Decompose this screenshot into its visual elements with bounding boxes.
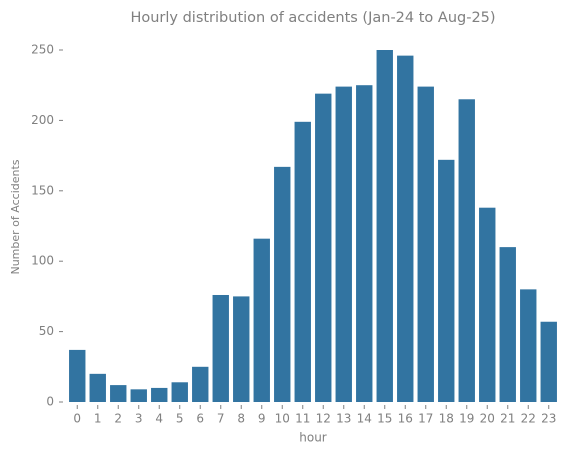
y-tick-label: 200: [31, 113, 54, 127]
x-tick-label: 8: [237, 412, 245, 426]
bar: [253, 238, 270, 402]
bar: [540, 321, 557, 402]
bar: [110, 385, 127, 402]
x-tick-label: 4: [155, 412, 163, 426]
bar: [315, 93, 332, 402]
bar: [192, 366, 209, 402]
bar: [458, 99, 475, 402]
y-tick-label: 100: [31, 254, 54, 268]
x-tick-label: 2: [114, 412, 122, 426]
x-tick-label: 19: [459, 412, 474, 426]
bar: [479, 207, 496, 402]
x-tick-label: 17: [418, 412, 433, 426]
x-tick-label: 7: [217, 412, 225, 426]
bar: [376, 50, 393, 402]
x-tick-label: 0: [73, 412, 81, 426]
bar: [294, 121, 311, 403]
bar: [69, 349, 86, 402]
x-tick-label: 10: [275, 412, 290, 426]
chart-title: Hourly distribution of accidents (Jan-24…: [130, 10, 495, 26]
y-tick-label: 150: [31, 183, 54, 197]
x-tick-label: 16: [398, 412, 413, 426]
x-tick-label: 1: [94, 412, 102, 426]
bar: [171, 382, 188, 402]
x-tick-label: 5: [176, 412, 184, 426]
bar: [89, 373, 106, 402]
x-tick-label: 3: [135, 412, 143, 426]
y-tick-label: 0: [46, 395, 54, 409]
bar: [274, 166, 291, 402]
x-tick-label: 6: [196, 412, 204, 426]
x-axis-label: hour: [299, 431, 327, 445]
bar: [520, 289, 537, 402]
x-tick-label: 9: [258, 412, 266, 426]
bar: [212, 294, 229, 402]
x-tick-label: 13: [336, 412, 351, 426]
bar: [397, 55, 414, 403]
x-tick-label: 15: [377, 412, 392, 426]
x-tick-label: 21: [500, 412, 515, 426]
bar: [499, 247, 516, 402]
bar: [335, 86, 352, 402]
x-tick-label: 14: [357, 412, 372, 426]
x-tick-label: 22: [521, 412, 536, 426]
bar: [233, 296, 250, 402]
bar: [151, 387, 168, 402]
x-tick-label: 11: [295, 412, 310, 426]
bar: [438, 159, 455, 402]
bar: [130, 389, 147, 402]
y-tick-label: 50: [39, 324, 54, 338]
bar: [356, 85, 373, 402]
y-tick-label: 250: [31, 43, 54, 57]
y-axis-label: Number of Accidents: [9, 159, 22, 274]
x-tick-label: 12: [316, 412, 331, 426]
bar: [417, 86, 434, 402]
x-tick-label: 20: [480, 412, 495, 426]
x-tick-label: 18: [439, 412, 454, 426]
x-tick-label: 23: [541, 412, 556, 426]
